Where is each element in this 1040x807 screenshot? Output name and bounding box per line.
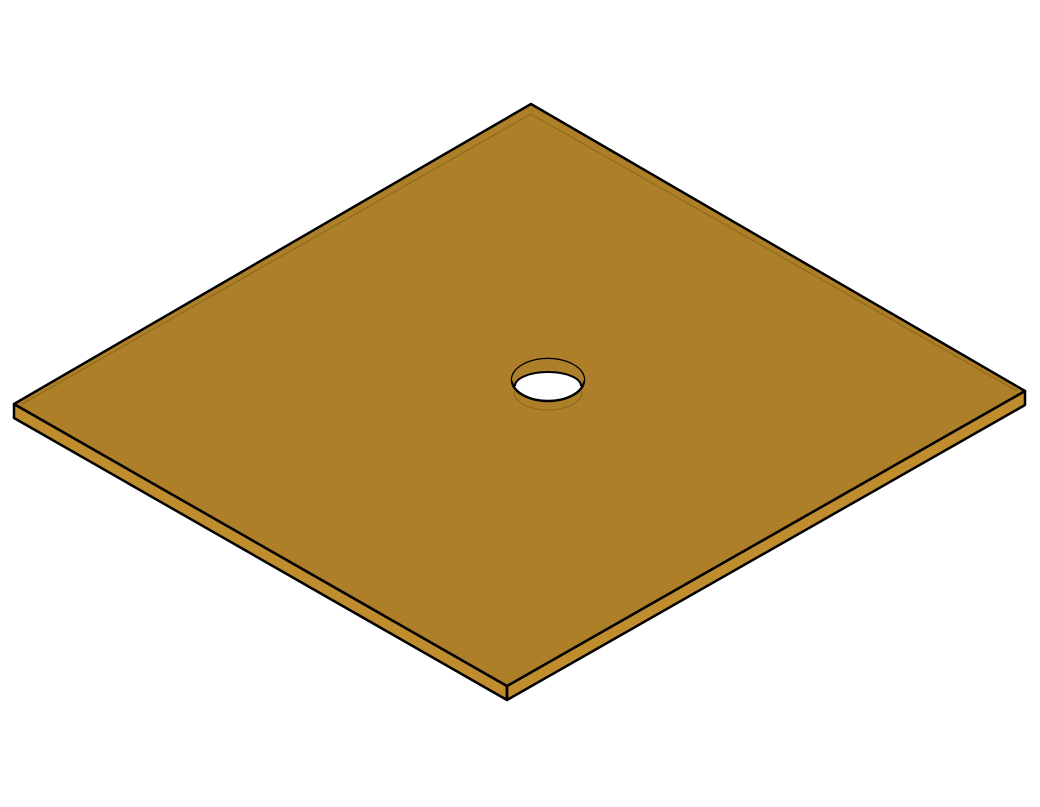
plate-bevel-line (21, 113, 1018, 405)
hole-bottom-rim (513, 391, 583, 411)
square-plate[interactable] (12, 102, 1027, 702)
hole-inner-edge (514, 371, 582, 387)
center-hole[interactable] (510, 357, 586, 411)
hole-inner-wall (512, 359, 584, 386)
